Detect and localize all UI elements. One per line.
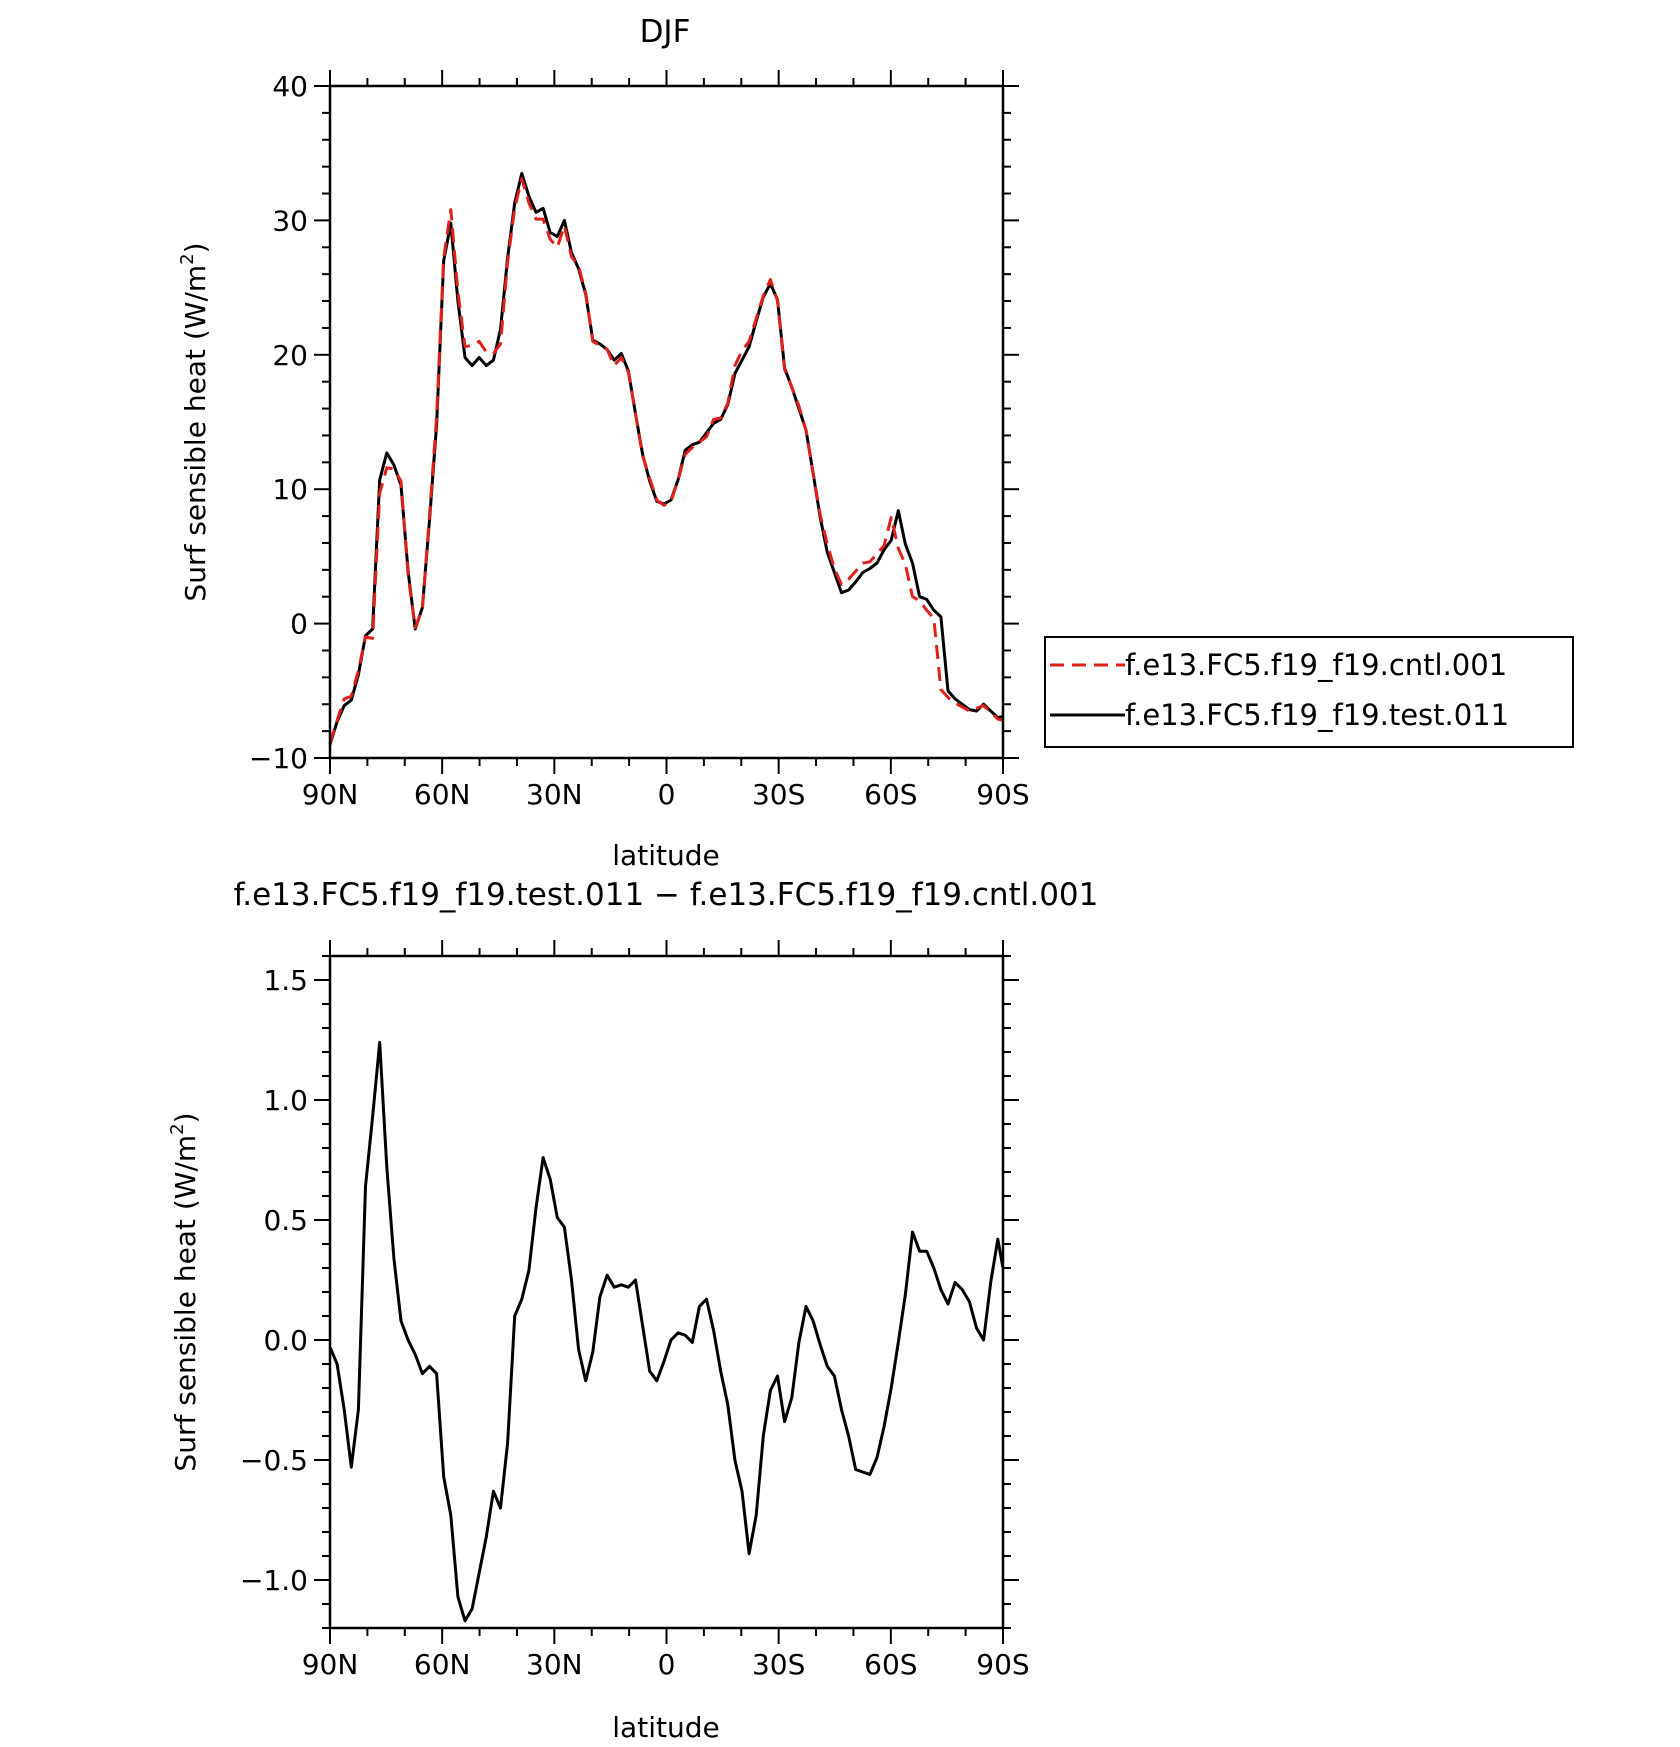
bottom-chart-title: f.e13.FC5.f19_f19.test.011 − f.e13.FC5.f… <box>234 877 1099 913</box>
x-tick-label: 30N <box>526 778 583 811</box>
y-tick-label: 40 <box>272 70 308 103</box>
top-chart-legend: f.e13.FC5.f19_f19.cntl.001 f.e13.FC5.f19… <box>1044 636 1574 748</box>
x-tick-label: 30N <box>526 1648 583 1681</box>
x-tick-label: 60S <box>864 1648 917 1681</box>
x-tick-label: 60S <box>864 778 917 811</box>
series-line-f-e13-fc5-f19-f19-cntl-001 <box>328 177 1004 744</box>
x-tick-label: 60N <box>414 1648 471 1681</box>
bottom-chart-series <box>328 1040 1005 1623</box>
series-line-difference <box>328 1040 1005 1623</box>
top-chart-title: DJF <box>640 14 691 50</box>
top-chart-ticks <box>314 70 1019 774</box>
legend-label-cntl: f.e13.FC5.f19_f19.cntl.001 <box>1125 648 1507 682</box>
y-tick-label: −10 <box>249 742 308 775</box>
top-chart-frame <box>328 84 1005 760</box>
bottom-chart-y-tick-labels: −1.0 −0.5 0.0 0.5 1.0 1.5 <box>240 964 308 1597</box>
bottom-chart-x-tick-labels: 90N 60N 30N 0 30S 60S 90S <box>302 1648 1030 1681</box>
y-tick-label: 0 <box>290 608 308 641</box>
x-tick-label: 30S <box>752 1648 805 1681</box>
x-tick-label: 0 <box>658 1648 676 1681</box>
y-tick-label: 1.5 <box>263 964 308 997</box>
y-tick-label: 10 <box>272 473 308 506</box>
top-chart-y-tick-labels: −10 0 10 20 30 40 <box>249 70 308 775</box>
y-tick-label: 0.5 <box>263 1204 308 1237</box>
legend-item-test: f.e13.FC5.f19_f19.test.011 <box>1050 698 1509 732</box>
y-tick-label: 1.0 <box>263 1084 308 1117</box>
top-chart-y-axis-label: Surf sensible heat (W/m2) <box>177 242 212 601</box>
bottom-chart-frame <box>328 954 1005 1630</box>
panel-top-chart: DJF −10 0 10 20 30 40 90N 60N 30N 0 30S 60S 90S lat… <box>177 14 1574 872</box>
top-chart-x-axis-label: latitude <box>612 839 719 872</box>
top-chart-x-tick-labels: 90N 60N 30N 0 30S 60S 90S <box>302 778 1030 811</box>
series-line-f-e13-fc5-f19-f19-test-011 <box>328 171 1004 746</box>
bottom-chart-ticks <box>314 940 1019 1644</box>
x-tick-label: 30S <box>752 778 805 811</box>
legend-label-test: f.e13.FC5.f19_f19.test.011 <box>1125 698 1509 732</box>
y-tick-label: 0.0 <box>263 1324 308 1357</box>
top-chart-series <box>328 171 1004 746</box>
x-tick-label: 60N <box>414 778 471 811</box>
x-tick-label: 90N <box>302 1648 359 1681</box>
y-tick-label: 30 <box>272 204 308 237</box>
x-tick-label: 90S <box>976 778 1029 811</box>
panel-bottom-chart: f.e13.FC5.f19_f19.test.011 − f.e13.FC5.f… <box>167 877 1098 1744</box>
y-tick-label: 20 <box>272 339 308 372</box>
bottom-chart-x-axis-label: latitude <box>612 1711 719 1744</box>
y-tick-label: −1.0 <box>240 1564 308 1597</box>
x-tick-label: 90S <box>976 1648 1029 1681</box>
legend-item-cntl: f.e13.FC5.f19_f19.cntl.001 <box>1050 648 1507 682</box>
x-tick-label: 90N <box>302 778 359 811</box>
legend-box <box>1044 636 1574 748</box>
y-tick-label: −0.5 <box>240 1444 308 1477</box>
x-tick-label: 0 <box>658 778 676 811</box>
bottom-chart-y-axis-label: Surf sensible heat (W/m2) <box>167 1112 202 1471</box>
